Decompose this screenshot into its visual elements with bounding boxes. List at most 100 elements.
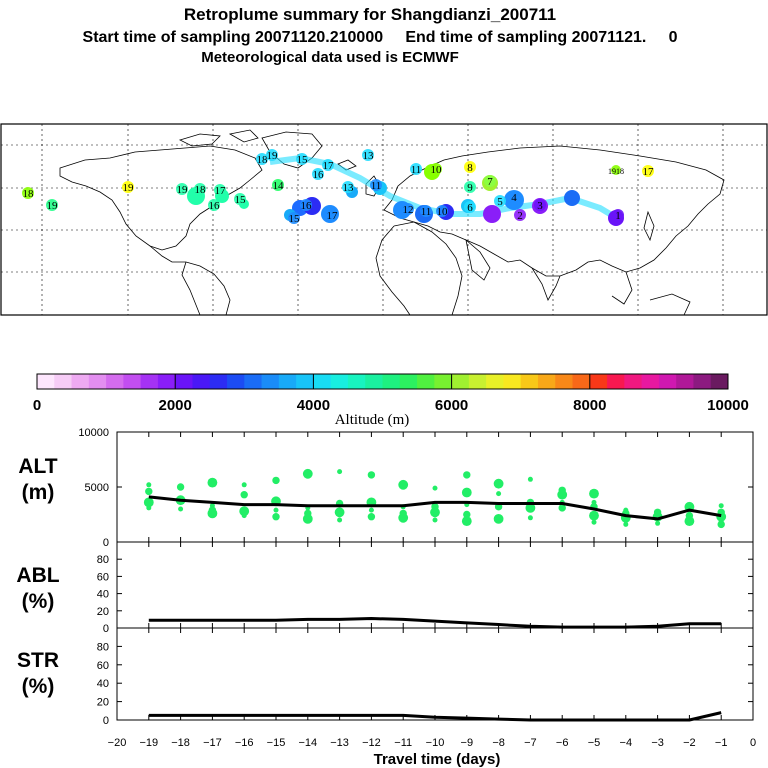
plume-day-marker xyxy=(234,193,246,205)
colorbar-cell xyxy=(589,374,608,389)
plume-day-label: 4 xyxy=(511,192,517,204)
plume-day-marker xyxy=(22,187,34,199)
x-tick-label: 0 xyxy=(750,737,756,749)
y-tick-label: 0 xyxy=(103,623,109,635)
x-tick-label: −5 xyxy=(588,737,601,749)
panel-frame xyxy=(116,541,754,629)
plume-day-label: 6 xyxy=(467,202,473,214)
y-tick-label: 40 xyxy=(97,589,109,601)
plume-day-marker xyxy=(272,179,284,191)
colorbar-cell xyxy=(278,374,297,389)
plume-day-label: 19 xyxy=(123,182,135,194)
plume-day-label: 15 xyxy=(235,194,247,206)
colorbar-cell xyxy=(123,374,142,389)
altitude-point xyxy=(337,517,343,523)
mean-line xyxy=(148,495,722,521)
plume-day-label: 14 xyxy=(273,180,285,192)
altitude-point xyxy=(239,506,250,517)
plume-day-marker xyxy=(534,199,546,211)
colorbar-cell xyxy=(244,374,263,389)
plume-day-label: 19 xyxy=(177,184,189,196)
map-frame xyxy=(0,123,768,316)
time-series-panels: 0 5000 10000 0 20 40 60 80 0 20 40 60 80 xyxy=(78,427,754,727)
colorbar-cell xyxy=(71,374,90,389)
altitude-point xyxy=(589,510,599,521)
plume-day-label: 7 xyxy=(487,176,493,188)
colorbar-cell xyxy=(209,374,228,389)
colorbar-cell xyxy=(486,374,504,389)
plume-day-label: 11 xyxy=(371,180,382,192)
plume-day-marker xyxy=(402,203,414,215)
plume-day-marker xyxy=(214,184,226,196)
altitude-point xyxy=(463,510,471,519)
altitude-point xyxy=(368,507,374,513)
plume-day-label: 13 xyxy=(343,182,355,194)
panel-1: 0 5000 10000 xyxy=(78,427,754,549)
altitude-point xyxy=(398,479,409,490)
panel-2: 0 20 40 60 80 xyxy=(97,541,754,635)
altitude-point xyxy=(240,491,248,499)
y-tick-label: 80 xyxy=(97,554,109,566)
x-tick-label: −10 xyxy=(426,737,445,749)
colorbar-cell xyxy=(296,374,314,389)
plume-day-label: 12 xyxy=(403,204,414,216)
x-tick-label: −13 xyxy=(330,737,349,749)
plume-day-marker xyxy=(370,179,382,191)
y-tick-label: 5000 xyxy=(85,482,109,494)
colorbar-cell xyxy=(330,374,349,389)
y-tick-label: 40 xyxy=(97,678,109,690)
plume-day-marker xyxy=(464,181,476,193)
y-tick-label: 60 xyxy=(97,571,109,583)
plume-day-label: 11 xyxy=(421,206,432,218)
colorbar-tick-label: 10000 xyxy=(707,397,749,414)
altitude-point xyxy=(207,508,218,519)
colorbar-cell xyxy=(710,374,729,389)
colorbar-cell xyxy=(140,374,159,389)
colorbar-cell xyxy=(451,374,470,389)
plume-day-marker xyxy=(256,153,268,165)
plume-day-label: 17 xyxy=(327,210,339,222)
x-tick-label: −18 xyxy=(171,737,190,749)
plume-day-marker xyxy=(464,201,476,213)
colorbar-cell xyxy=(399,374,418,389)
plume-cluster xyxy=(483,205,501,223)
colorbar-cell xyxy=(417,374,435,389)
plume-day-label: 11 xyxy=(411,164,422,176)
altitude-point xyxy=(334,507,345,518)
plume-day-label: 16 xyxy=(301,200,313,212)
plume-day-label: 18 xyxy=(23,188,35,200)
mean-line xyxy=(148,711,722,722)
altitude-point xyxy=(655,520,661,526)
plume-day-label: 16 xyxy=(313,169,325,181)
altitude-point xyxy=(557,489,568,500)
alt-unit: (m) xyxy=(22,481,55,504)
y-tick-label: 20 xyxy=(97,697,109,709)
plume-day-marker xyxy=(312,168,324,180)
plume-day-marker xyxy=(430,163,442,175)
plume-day-label: 9 xyxy=(467,182,473,194)
plume-day-label: 17 xyxy=(643,166,655,178)
figure-title: Retroplume summary for Shangdianzi_20071… xyxy=(184,5,556,24)
y-tick-label: 60 xyxy=(97,660,109,672)
colorbar-cell xyxy=(313,374,332,389)
x-tick-label: −19 xyxy=(139,737,158,749)
colorbar-cell xyxy=(693,374,712,389)
plume-day-marker xyxy=(46,199,58,211)
colorbar-cell xyxy=(382,374,401,389)
x-tick-label: −11 xyxy=(394,737,412,749)
plume-day-label: 17 xyxy=(215,185,227,197)
y-tick-label: 10000 xyxy=(78,427,109,439)
plume-cluster xyxy=(564,190,580,206)
plume-day-marker xyxy=(296,153,308,165)
x-tick-label: −20 xyxy=(108,737,127,749)
altitude-point xyxy=(272,476,280,485)
plume-day-marker xyxy=(611,165,621,175)
altitude-point xyxy=(241,482,247,488)
altitude-point xyxy=(461,487,472,498)
mean-line xyxy=(148,617,722,629)
x-tick-label: −17 xyxy=(203,737,222,749)
colorbar-cell xyxy=(106,374,124,389)
altitude-point xyxy=(589,488,599,499)
